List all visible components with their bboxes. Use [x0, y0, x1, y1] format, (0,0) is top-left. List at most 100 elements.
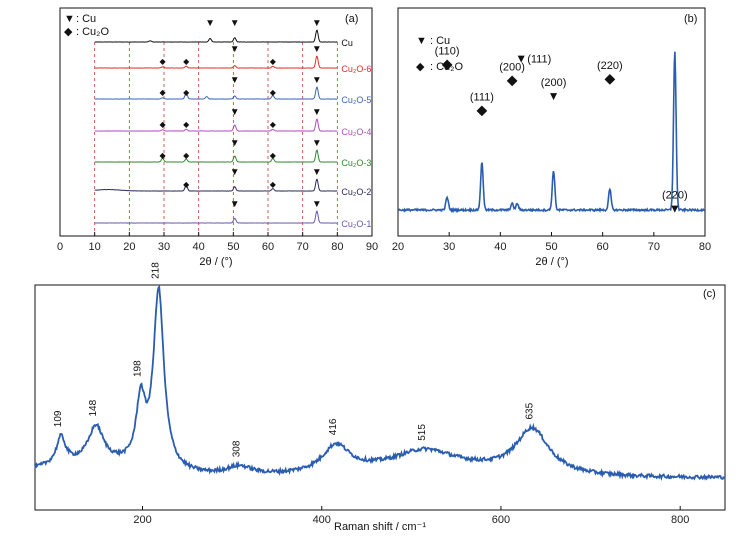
panel-b-peak-label: (111): [470, 91, 494, 103]
panel-a-cu-marker: ▼: [312, 167, 322, 178]
panel-a-cu2o-marker: ◆: [183, 88, 190, 97]
panel-a-cu2o-marker: ◆: [270, 120, 277, 129]
panel-a-cu-marker: ▼: [230, 138, 240, 149]
panel-b-annotation: ◆(111): [470, 91, 494, 118]
panel-c-peak-label: 218: [151, 262, 162, 279]
panel-a-series-label: Cu₂O-2: [341, 187, 371, 197]
panel-b-x-tick-label: 20: [392, 241, 404, 253]
panel-a-cu-marker: ▼: [312, 138, 322, 149]
panel-c-x-tick-label: 200: [133, 514, 151, 526]
panel-a-x-tick-label: 0: [57, 241, 63, 253]
panel-a-cu2o-marker: ◆: [160, 57, 167, 66]
panel-b-annotation: ◆(110): [435, 46, 460, 73]
panel-c-peak-label: 109: [53, 410, 64, 427]
panel-a-x-tick-label: 70: [297, 241, 309, 253]
panel-b-cu2o-marker: ◆: [477, 103, 488, 118]
panel-b-annotation: ▼(220): [662, 189, 688, 215]
panel-a-series-line: [94, 178, 338, 192]
panel-a-cu2o-marker: ◆: [183, 120, 190, 129]
panel-b-annotation: ◆(200): [499, 61, 525, 88]
panel-a-series-label: Cu₂O-4: [341, 127, 371, 137]
panel-a-cu2o-marker: ◆: [183, 151, 190, 160]
panel-b-annotations: ◆(110)◆(111)◆(200)▼ (111)▼(200) ◆(220)▼(22…: [435, 46, 688, 216]
panel-a-cu2o-marker: ◆: [270, 88, 277, 97]
panel-a-series-line: [94, 86, 338, 100]
panel-a-series-group: Cu₂O-4 ▼ ▼ ◆ ◆ ◆: [94, 107, 371, 137]
panel-a-legend-cu2o-symbol: ◆: [64, 26, 73, 38]
panel-a-series-label: Cu₂O-6: [341, 64, 371, 74]
panel-a-x-tick-label: 20: [123, 241, 135, 253]
panel-a-series: Cu▼ ▼ ▼Cu₂O-6▼ ▼◆ ◆ ◆Cu₂O-5▼ ▼◆ ◆ ◆Cu₂O-4▼ ▼◆ ◆ ◆Cu…: [94, 18, 371, 229]
panel-b-legend-cu-label: : Cu: [430, 35, 450, 47]
panel-a-cu-marker: ▼: [312, 18, 322, 29]
panel-b-cu-marker: ▼: [515, 51, 527, 65]
panel-b-x-tick-label: 30: [443, 241, 455, 253]
panel-a-series-line: [94, 210, 338, 224]
panel-c-spectrum-line: [34, 284, 726, 482]
panel-a-cu-marker: ▼: [230, 44, 240, 55]
panel-a-legend-cu-symbol: ▼: [64, 13, 75, 25]
panel-c-x-tick-label: 400: [313, 514, 331, 526]
panel-a-series-label: Cu₂O-3: [341, 158, 371, 168]
panel-c-x-axis: 200 400 600 800: [133, 506, 689, 526]
panel-a-cu-marker: ▼: [230, 107, 240, 118]
panel-b-legend-cu-symbol: ▼: [416, 35, 427, 47]
panel-a-cu-marker: ▼: [312, 199, 322, 210]
panel-a-cu-marker: ▼: [312, 44, 322, 55]
panel-a-x-label: 2θ / (°): [199, 256, 232, 268]
panel-c-peak-label: 198: [133, 360, 144, 377]
panel-c-peak-label: 635: [524, 402, 535, 419]
panel-b-peak-label: (220): [597, 60, 623, 72]
panel-c-peak-label: 416: [328, 418, 339, 435]
panel-a-series-line: [94, 29, 338, 43]
panel-b-legend-cu2o-label: : Cu₂O: [430, 61, 463, 73]
panel-b-cu-marker: ▼: [669, 201, 681, 215]
panel-b-cu2o-marker: ◆: [604, 72, 615, 87]
panel-c-peak-labels: 109 148 198 218 308 416 515 635: [53, 262, 535, 457]
panel-a-x-tick-label: 40: [193, 241, 205, 253]
panel-c-peak-label: 515: [417, 424, 428, 441]
panel-c-frame: [34, 284, 726, 511]
panel-c-x-tick-label: 800: [671, 514, 689, 526]
panel-b-series: [397, 51, 706, 214]
panel-b-legend-cu2o-symbol: ◆: [416, 61, 425, 73]
panel-b-annotation: ▼(200): [541, 77, 567, 103]
panel-b-x-tick-label: 80: [699, 241, 711, 253]
panel-c-tag: (c): [703, 288, 716, 300]
panel-b-x-tick-label: 70: [648, 241, 660, 253]
panel-c-x-tick-label: 600: [492, 514, 510, 526]
panel-a-cu2o-marker: ◆: [160, 88, 167, 97]
panel-a-cu-marker: ▼: [230, 167, 240, 178]
panel-b-x-tick-label: 40: [494, 241, 506, 253]
panel-a-cu2o-marker: ◆: [270, 180, 277, 189]
panel-a-x-tick-label: 10: [89, 241, 101, 253]
panel-a-cu-marker: ▼: [312, 75, 322, 86]
panel-a-cu-marker: ▼: [230, 199, 240, 210]
panel-a-cu2o-marker: ◆: [270, 151, 277, 160]
panel-a-legend: ▼ : Cu ◆ : Cu₂O: [64, 13, 109, 38]
panel-a-frame: [59, 7, 373, 237]
panel-b-annotation: ▼ (111): [515, 51, 551, 65]
panel-a-series-group: Cu₂O-6 ▼ ▼ ◆ ◆ ◆: [94, 44, 371, 74]
panel-a-series-group: Cu ▼ ▼ ▼: [94, 18, 353, 48]
panel-c-peak-label: 308: [231, 440, 242, 457]
panel-a-cu-marker: ▼: [230, 75, 240, 86]
panel-b-annotation: ◆(220): [597, 60, 623, 87]
panel-b-peak-label: (111): [527, 53, 551, 65]
panel-a-series-label: Cu: [341, 38, 353, 48]
panel-b: ◆(110)◆(111)◆(200)▼ (111)▼(200) ◆(220)▼(22…: [392, 7, 711, 268]
panel-a-cu-marker: ▼: [230, 18, 240, 29]
panel-a-cu2o-marker: ◆: [270, 57, 277, 66]
panel-c: 109 148 198 218 308 416 515 635 200 400 600 800 (c…: [34, 262, 726, 533]
panel-b-cu2o-marker: ◆: [442, 58, 453, 73]
panel-b-peak-label: (220): [662, 189, 688, 201]
panel-a-x-tick-label: 90: [366, 241, 378, 253]
panel-b-peak-label: (200): [499, 61, 525, 73]
panel-b-x-tick-label: 60: [597, 241, 609, 253]
panel-a-series-group: Cu₂O-3 ▼ ▼ ◆ ◆ ◆: [94, 138, 371, 168]
panel-a: Cu▼ ▼ ▼Cu₂O-6▼ ▼◆ ◆ ◆Cu₂O-5▼ ▼◆ ◆ ◆Cu₂O-4▼ ▼◆ ◆ ◆Cu…: [57, 7, 378, 268]
panel-b-x-tick-label: 50: [545, 241, 557, 253]
panel-a-series-group: Cu₂O-1 ▼ ▼: [94, 199, 371, 229]
panel-a-legend-cu2o-label: : Cu₂O: [76, 26, 109, 38]
